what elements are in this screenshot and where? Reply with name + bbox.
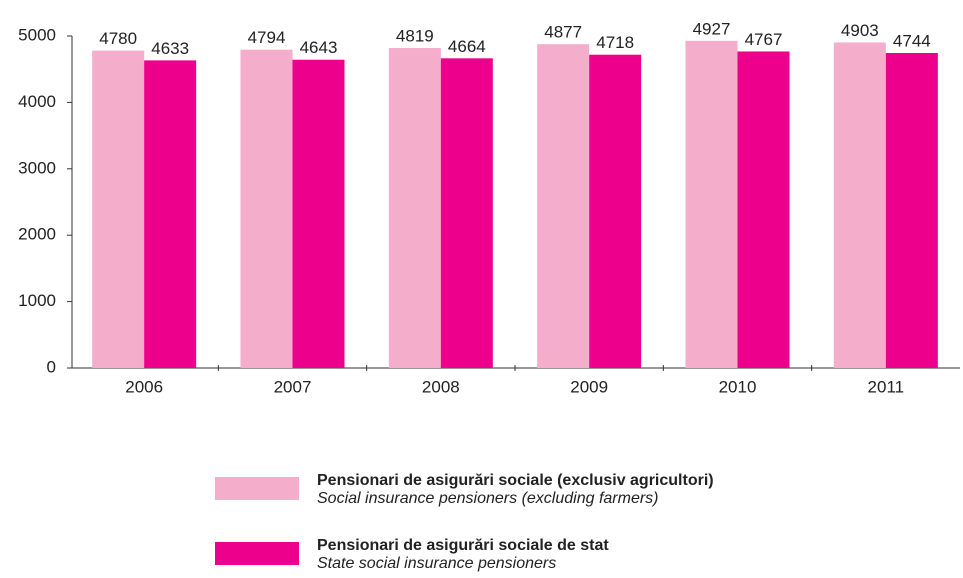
x-tick-label: 2007 xyxy=(274,377,312,396)
data-label: 4643 xyxy=(300,38,338,57)
y-tick-label: 4000 xyxy=(18,92,56,111)
y-tick-label: 1000 xyxy=(18,291,56,310)
y-tick-label: 0 xyxy=(47,357,56,376)
bar xyxy=(388,48,441,368)
data-label: 4664 xyxy=(448,37,486,56)
bar xyxy=(240,49,293,368)
x-tick-label: 2009 xyxy=(570,377,608,396)
data-label: 4744 xyxy=(893,31,931,50)
legend-label: Pensionari de asigurări sociale de stat xyxy=(317,537,609,554)
x-tick-label: 2006 xyxy=(125,377,163,396)
x-tick-label: 2008 xyxy=(422,377,460,396)
bar xyxy=(885,52,938,368)
bar xyxy=(537,44,590,368)
data-label: 4819 xyxy=(396,27,434,46)
bar xyxy=(292,59,345,368)
y-tick-label: 2000 xyxy=(18,225,56,244)
legend-label-en: State social insurance pensioners xyxy=(317,555,556,572)
bar xyxy=(589,54,642,369)
legend-label: Pensionari de asigurări sociale (exclusi… xyxy=(317,472,714,489)
x-tick-label: 2011 xyxy=(868,377,905,396)
data-label: 4780 xyxy=(99,29,137,48)
data-label: 4633 xyxy=(151,39,189,58)
y-tick-label: 3000 xyxy=(18,158,56,177)
bar xyxy=(144,60,197,368)
data-label: 4767 xyxy=(745,30,783,49)
legend-swatch xyxy=(215,542,299,565)
bar xyxy=(737,51,790,369)
bar xyxy=(440,58,493,369)
bar xyxy=(833,42,886,369)
y-tick-label: 5000 xyxy=(18,25,56,44)
data-label: 4927 xyxy=(693,19,731,38)
data-label: 4718 xyxy=(596,33,634,52)
legend-label-en: Social insurance pensioners (excluding f… xyxy=(317,490,659,507)
bar xyxy=(685,40,738,368)
data-label: 4903 xyxy=(841,21,879,40)
data-label: 4877 xyxy=(544,23,582,42)
legend-swatch xyxy=(215,477,299,500)
x-tick-label: 2010 xyxy=(719,377,757,396)
data-label: 4794 xyxy=(248,28,286,47)
bar xyxy=(92,50,145,368)
